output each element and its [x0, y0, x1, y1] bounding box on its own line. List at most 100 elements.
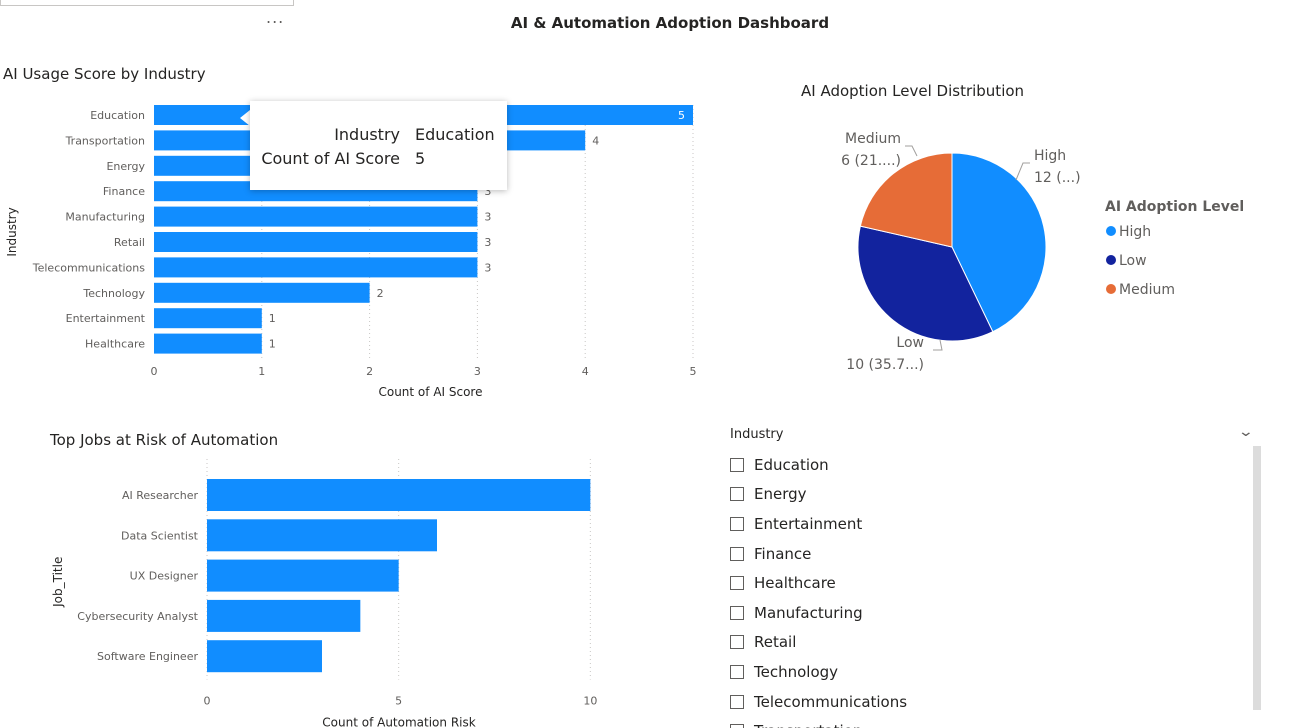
y-tick-label: Entertainment [66, 312, 146, 325]
x-tick-label: 1 [258, 365, 265, 378]
slicer-item-label: Finance [754, 544, 812, 563]
legend-marker [1106, 284, 1116, 294]
legend-title: AI Adoption Level [1105, 199, 1244, 215]
data-label: 3 [484, 236, 491, 249]
dashboard-title: AI & Automation Adoption Dashboard [510, 14, 830, 32]
checkbox[interactable] [730, 635, 744, 650]
slicer-item[interactable]: Finance [730, 539, 1230, 569]
slicer-item[interactable]: Healthcare [730, 568, 1230, 598]
data-label: 1 [269, 312, 276, 325]
leader-line [905, 145, 918, 157]
bar[interactable] [154, 333, 262, 354]
bar[interactable] [154, 257, 478, 278]
chart3-title: Top Jobs at Risk of Automation [50, 431, 279, 449]
checkbox[interactable] [730, 664, 744, 679]
slicer-item-label: Transportation [754, 722, 862, 728]
slicer-item[interactable]: Education [730, 450, 1230, 480]
bar[interactable] [154, 232, 478, 252]
x-tick-label: 4 [582, 365, 589, 378]
adoption-pie-chart[interactable]: High 12 (...) Low 10 (35.7...) Medium 6 (21..… [780, 110, 1280, 400]
bar[interactable] [207, 559, 399, 592]
leader-line [933, 339, 943, 351]
slicer-item-label: Energy [754, 485, 807, 504]
y-tick-label: Technology [82, 287, 145, 300]
chart1-title: AI Usage Score by Industry [3, 65, 206, 83]
x-tick-label: 5 [690, 365, 697, 378]
checkbox[interactable] [730, 724, 744, 728]
slice-value-label: 12 (...) [1034, 170, 1081, 186]
slicer-item[interactable]: Transportation [730, 716, 1230, 728]
checkbox[interactable] [730, 605, 744, 620]
y-axis-title: Industry [5, 207, 19, 256]
legend-item-label[interactable]: High [1119, 224, 1151, 240]
y-tick-label: Retail [114, 236, 145, 249]
y-axis-title: Job_Title [51, 557, 65, 608]
slicer-item-label: Retail [754, 633, 797, 652]
x-axis-title: Count of Automation Risk [322, 716, 475, 728]
chart-tooltip: Industry Education Count of AI Score 5 [250, 101, 507, 190]
y-tick-label: Cybersecurity Analyst [77, 610, 198, 623]
data-label: 2 [377, 287, 384, 300]
y-tick-label: Telecommunications [32, 261, 146, 274]
slice-name-label: Medium [845, 131, 901, 147]
bar[interactable] [207, 519, 437, 552]
x-tick-label: 3 [474, 365, 481, 378]
pie-slice-high[interactable] [951, 152, 1047, 333]
pie-slice-medium[interactable] [859, 152, 953, 248]
y-tick-label: Manufacturing [65, 211, 145, 224]
checkbox[interactable] [730, 487, 744, 502]
bar[interactable] [154, 282, 370, 303]
slicer-header: Industry [730, 427, 784, 442]
leader-line [1015, 162, 1030, 181]
legend-item-label[interactable]: Medium [1119, 282, 1175, 298]
slicer-item-label: Manufacturing [754, 603, 863, 622]
slicer-scrollbar[interactable] [1253, 446, 1261, 710]
tooltip-value: Education [415, 125, 495, 144]
legend-item-label[interactable]: Low [1119, 253, 1147, 269]
chevron-down-icon[interactable]: ⌄ [1237, 424, 1255, 440]
slicer-item[interactable]: Technology [730, 657, 1230, 687]
slicer-item[interactable]: Entertainment [730, 509, 1230, 539]
slicer-item[interactable]: Manufacturing [730, 598, 1230, 628]
data-label: 3 [484, 211, 491, 224]
bar[interactable] [207, 640, 322, 673]
industry-slicer-list: Education Energy Entertainment Finance Healt… [730, 450, 1230, 728]
tooltip-key: Count of AI Score [261, 149, 400, 168]
checkbox[interactable] [730, 694, 744, 709]
bar[interactable] [154, 206, 478, 227]
checkbox[interactable] [730, 546, 744, 561]
slicer-item[interactable]: Retail [730, 628, 1230, 658]
slicer-item-label: Telecommunications [754, 692, 908, 711]
slice-name-label: High [1034, 148, 1066, 164]
bar[interactable] [207, 479, 591, 511]
slicer-item-label: Technology [754, 662, 839, 681]
tooltip-key: Industry [334, 125, 400, 144]
y-tick-label: Software Engineer [97, 650, 198, 663]
legend-marker [1106, 255, 1116, 265]
data-label: 3 [484, 185, 491, 198]
x-axis-title: Count of AI Score [378, 385, 482, 399]
legend-marker [1106, 226, 1116, 236]
y-tick-label: Healthcare [85, 338, 145, 351]
x-tick-label: 0 [204, 695, 211, 708]
slicer-item-label: Healthcare [754, 574, 836, 593]
y-tick-label: Energy [106, 160, 145, 173]
checkbox[interactable] [730, 457, 744, 472]
bar[interactable] [207, 599, 361, 632]
tooltip-row-count: Count of AI Score 5 [250, 149, 507, 173]
data-label: 3 [484, 261, 491, 274]
slicer-item[interactable]: Energy [730, 480, 1230, 510]
checkbox[interactable] [730, 576, 744, 591]
pie-slice-low[interactable] [857, 225, 994, 342]
checkbox[interactable] [730, 516, 744, 531]
jobs-bar-chart[interactable]: 0 5 10 AI Researcher Data Scientist UX Design… [0, 455, 700, 728]
y-tick-label: UX Designer [130, 570, 199, 583]
slicer-item[interactable]: Telecommunications [730, 687, 1230, 717]
more-options-icon[interactable]: ... [266, 8, 285, 27]
x-tick-label: 0 [151, 365, 158, 378]
data-label: 1 [269, 338, 276, 351]
y-tick-label: AI Researcher [122, 489, 198, 502]
slice-name-label: Low [896, 335, 924, 351]
bar[interactable] [154, 308, 262, 329]
slicer-item-label: Education [754, 455, 829, 474]
